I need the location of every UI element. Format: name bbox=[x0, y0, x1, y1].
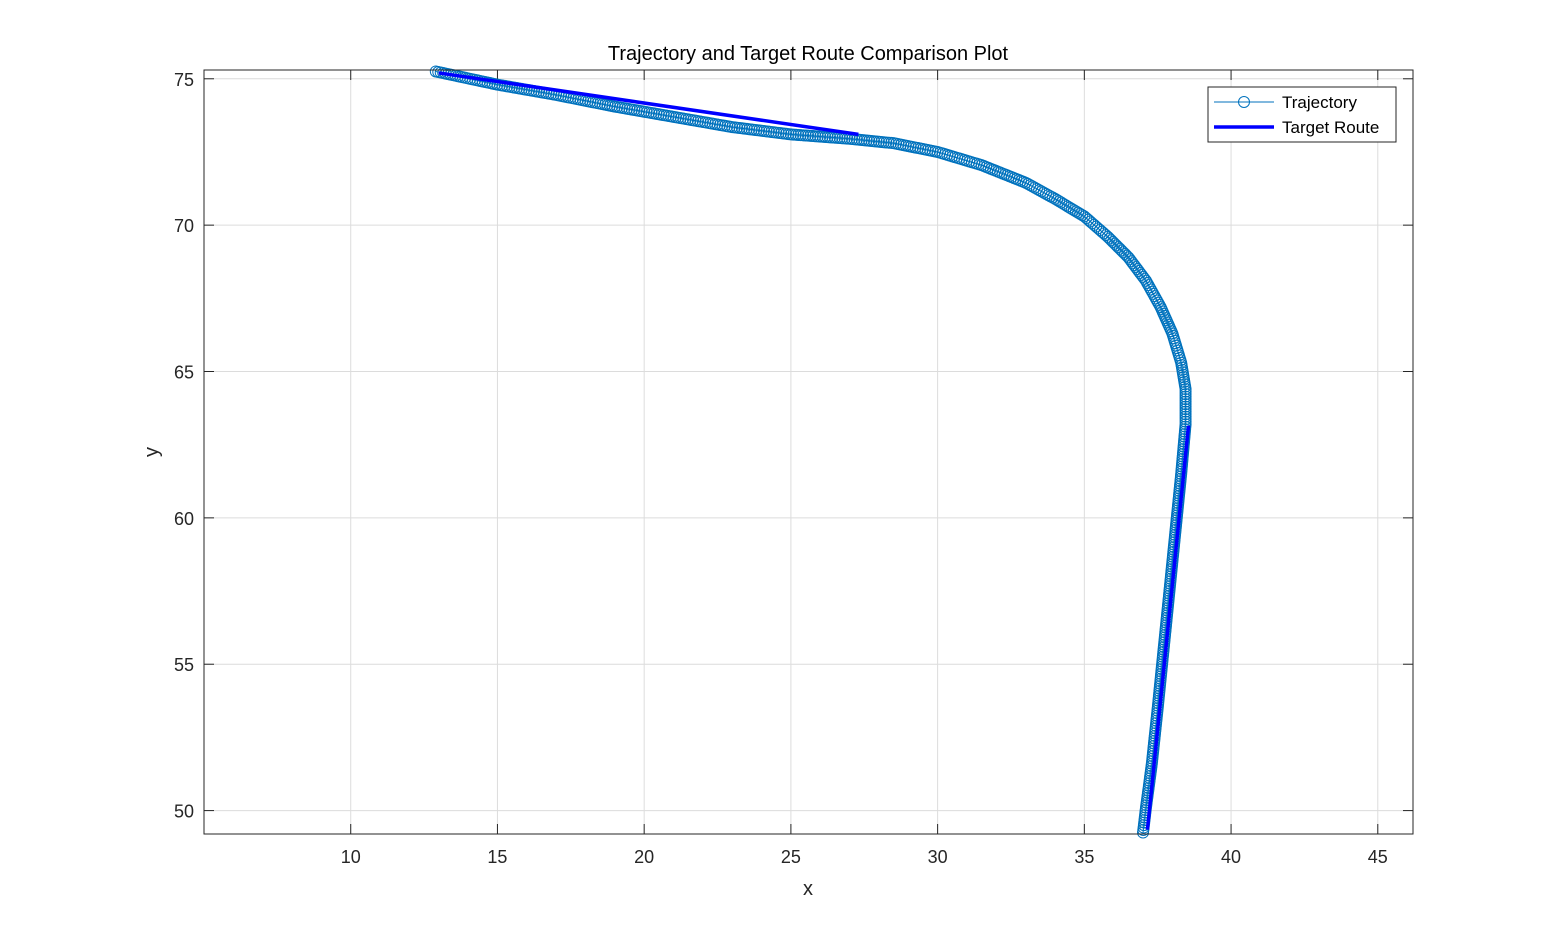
trajectory-point bbox=[1179, 413, 1192, 426]
trajectory-point bbox=[1179, 383, 1192, 396]
grid bbox=[204, 70, 1413, 834]
legend-box bbox=[1207, 86, 1397, 143]
trajectory-point bbox=[1179, 415, 1192, 428]
series-layer bbox=[429, 65, 1192, 839]
x-tick-label: 45 bbox=[1368, 847, 1388, 867]
trajectory-point bbox=[1179, 393, 1192, 406]
legend-target-route-label: Target Route bbox=[1282, 118, 1379, 137]
trajectory-point bbox=[1179, 405, 1192, 418]
trajectory-point bbox=[1179, 408, 1192, 421]
x-tick-label: 30 bbox=[928, 847, 948, 867]
target-route-segment bbox=[438, 71, 859, 137]
y-tick-label: 70 bbox=[174, 216, 194, 236]
axes-box bbox=[203, 69, 1414, 835]
chart-title: Trajectory and Target Route Comparison P… bbox=[608, 43, 1009, 65]
trajectory-point bbox=[1179, 400, 1192, 413]
y-tick-label: 50 bbox=[174, 802, 194, 822]
trajectory-line bbox=[435, 70, 1187, 833]
trajectory-point bbox=[1137, 270, 1150, 283]
legend: Trajectory Target Route bbox=[1207, 86, 1397, 143]
y-tick-label: 55 bbox=[174, 655, 194, 675]
x-tick-label: 10 bbox=[341, 847, 361, 867]
trajectory-point bbox=[1179, 398, 1192, 411]
x-tick-label: 20 bbox=[634, 847, 654, 867]
trajectory-point bbox=[1179, 403, 1192, 416]
legend-trajectory-marker bbox=[1238, 96, 1250, 108]
trajectory-point bbox=[1137, 826, 1150, 839]
y-tick-label: 60 bbox=[174, 509, 194, 529]
target-route-segment bbox=[1145, 425, 1191, 830]
x-axis-label: x bbox=[803, 878, 813, 900]
y-axis-label: y bbox=[141, 447, 163, 457]
legend-trajectory-label: Trajectory bbox=[1282, 93, 1357, 112]
trajectory-point bbox=[1179, 410, 1192, 423]
trajectory-point bbox=[1179, 388, 1192, 401]
x-tick-label: 35 bbox=[1074, 847, 1094, 867]
ticks: 10 15 20 25 30 35 40 45 50 55 60 65 70 75 bbox=[174, 70, 1413, 867]
trajectory-point bbox=[1076, 209, 1089, 222]
x-tick-label: 25 bbox=[781, 847, 801, 867]
x-tick-label: 40 bbox=[1221, 847, 1241, 867]
trajectory-point bbox=[1179, 395, 1192, 408]
y-tick-label: 65 bbox=[174, 363, 194, 383]
trajectory-point bbox=[1179, 390, 1192, 403]
trajectory-point bbox=[1179, 385, 1192, 398]
x-tick-label: 15 bbox=[487, 847, 507, 867]
y-tick-label: 75 bbox=[174, 70, 194, 90]
axes-background bbox=[204, 70, 1413, 834]
